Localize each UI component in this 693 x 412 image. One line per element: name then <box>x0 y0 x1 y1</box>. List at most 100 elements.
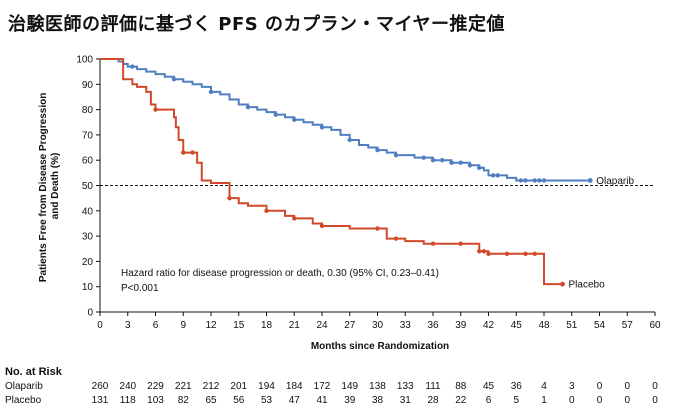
risk-value-olaparib: 0 <box>597 381 603 392</box>
x-tick-label: 21 <box>289 320 301 331</box>
risk-value-placebo: 41 <box>316 395 328 406</box>
risk-value-placebo: 131 <box>92 395 109 406</box>
x-tick-label: 9 <box>180 320 186 331</box>
risk-value-olaparib: 0 <box>624 381 630 392</box>
y-tick-label: 100 <box>76 55 93 66</box>
risk-value-olaparib: 4 <box>541 381 547 392</box>
censor-mark-olaparib <box>421 155 426 160</box>
censor-mark-olaparib <box>518 178 524 183</box>
series-label-placebo: Placebo <box>569 280 606 291</box>
censor-mark-placebo <box>190 150 195 155</box>
x-tick-label: 12 <box>205 320 217 331</box>
censor-mark-olaparib <box>292 117 297 122</box>
censor-mark-placebo <box>264 208 269 213</box>
censor-mark-olaparib <box>430 158 436 163</box>
censor-mark-placebo <box>292 216 297 221</box>
x-tick-label: 27 <box>344 320 356 331</box>
censor-mark-olaparib <box>347 137 352 143</box>
x-tick-label: 3 <box>125 320 131 331</box>
censor-mark-olaparib <box>319 125 325 130</box>
series-layer: Olaparib Placebo <box>100 58 634 291</box>
y-tick-label: 60 <box>82 156 94 167</box>
x-tick-label: 0 <box>97 320 103 331</box>
censor-mark-olaparib <box>537 178 542 183</box>
censor-mark-placebo <box>375 226 380 231</box>
censor-mark-olaparib <box>495 173 500 178</box>
y-tick-label: 30 <box>82 232 94 243</box>
x-tick-label: 42 <box>483 320 495 331</box>
p-value-note: P<0.001 <box>121 283 159 294</box>
censor-mark-placebo <box>477 249 482 254</box>
censor-mark-placebo <box>458 241 463 246</box>
censor-mark-olaparib <box>393 152 399 158</box>
page-title: 治験医師の評価に基づく PFS のカプラン・マイヤー推定値 <box>8 14 505 35</box>
x-tick-label: 36 <box>427 320 439 331</box>
km-curve-placebo <box>100 58 563 286</box>
y-tick-label: 50 <box>82 181 94 192</box>
risk-value-olaparib: 201 <box>230 381 247 392</box>
censor-mark-olaparib <box>273 112 278 117</box>
x-tick-label: 57 <box>622 320 634 331</box>
censor-mark-placebo <box>523 251 528 257</box>
censor-mark-placebo <box>227 195 232 201</box>
risk-value-placebo: 53 <box>261 395 273 406</box>
y-tick-label: 70 <box>82 130 94 141</box>
series-placebo: Placebo <box>100 58 606 291</box>
risk-value-placebo: 0 <box>569 395 575 406</box>
risk-value-olaparib: 36 <box>511 381 523 392</box>
censor-mark-placebo <box>430 241 436 246</box>
x-axis-title: Months since Randomization <box>311 341 449 352</box>
risk-value-olaparib: 240 <box>119 381 136 392</box>
censor-mark-placebo <box>486 251 491 257</box>
censor-mark-olaparib <box>208 89 214 95</box>
risk-value-placebo: 47 <box>289 395 301 406</box>
x-tick-label: 30 <box>372 320 384 331</box>
censor-mark-olaparib <box>490 173 496 178</box>
risk-value-placebo: 31 <box>400 395 412 406</box>
risk-value-olaparib: 138 <box>369 381 386 392</box>
end-point-olaparib <box>587 178 593 183</box>
censor-mark-placebo <box>481 249 487 254</box>
censor-mark-olaparib <box>449 160 454 165</box>
risk-value-olaparib: 0 <box>652 381 658 392</box>
risk-value-olaparib: 133 <box>397 381 414 392</box>
risk-value-placebo: 38 <box>372 395 384 406</box>
x-tick-label: 39 <box>455 320 467 331</box>
risk-value-placebo: 65 <box>205 395 217 406</box>
y-tick-label: 10 <box>82 282 94 293</box>
risk-value-placebo: 82 <box>178 395 190 406</box>
end-point-placebo <box>560 281 565 287</box>
risk-value-placebo: 6 <box>486 395 492 406</box>
censor-mark-placebo <box>504 251 510 257</box>
series-label-olaparib: Olaparib <box>596 176 634 187</box>
x-tick-label: 6 <box>153 320 159 331</box>
censor-mark-olaparib <box>458 160 463 165</box>
censor-mark-olaparib <box>477 165 482 170</box>
x-tick-label: 15 <box>233 320 245 331</box>
x-tick-label: 48 <box>538 320 550 331</box>
risk-value-placebo: 0 <box>652 395 658 406</box>
censor-mark-olaparib <box>245 104 251 110</box>
series-olaparib: Olaparib <box>100 58 634 187</box>
risk-value-olaparib: 221 <box>175 381 192 392</box>
x-tick-label: 33 <box>400 320 412 331</box>
risk-value-placebo: 5 <box>513 395 519 406</box>
risk-value-olaparib: 88 <box>455 381 467 392</box>
x-tick-label: 45 <box>511 320 523 331</box>
risk-value-placebo: 28 <box>427 395 439 406</box>
risk-value-olaparib: 172 <box>314 381 331 392</box>
risk-value-olaparib: 212 <box>203 381 220 392</box>
risk-value-olaparib: 194 <box>258 381 275 392</box>
risk-value-olaparib: 45 <box>483 381 495 392</box>
y-tick-label: 0 <box>87 308 93 319</box>
y-axis-title: Patients Free from Disease Progression a… <box>38 90 61 282</box>
risk-row-label-placebo: Placebo <box>5 395 42 406</box>
risk-value-placebo: 103 <box>147 395 164 406</box>
risk-value-placebo: 118 <box>120 395 136 406</box>
x-tick-label: 51 <box>566 320 578 331</box>
censor-mark-placebo <box>153 107 158 112</box>
km-curve-olaparib <box>100 58 591 182</box>
